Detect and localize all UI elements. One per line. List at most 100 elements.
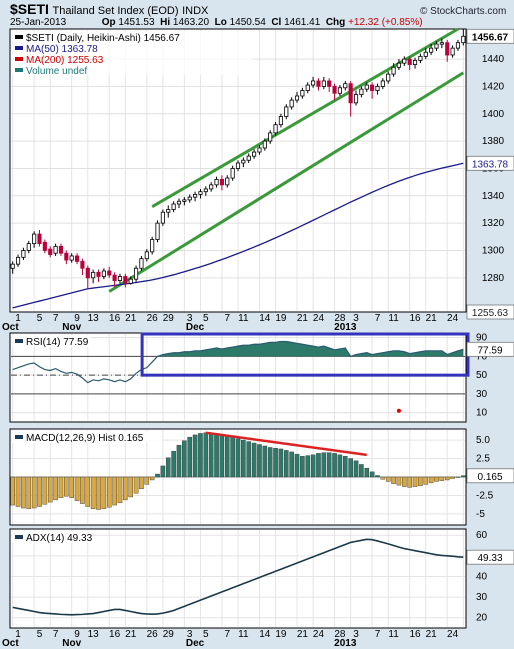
adx-label-swatch xyxy=(15,535,23,539)
ma200-value-box-bg xyxy=(466,304,514,320)
candle-body xyxy=(91,271,96,279)
candle-body xyxy=(327,80,332,87)
macd-hist-bar xyxy=(47,476,53,503)
bottom-axis-day-label: 13 xyxy=(88,629,100,640)
macd-hist-bar xyxy=(37,476,42,507)
open-value: 1451.53 xyxy=(118,17,155,28)
bottom-axis-month-label: 2013 xyxy=(334,638,357,649)
brand: © StockCharts.com xyxy=(420,6,507,17)
rsi-label-swatch xyxy=(15,339,23,343)
ma50-value-box-bg xyxy=(466,155,514,171)
bottom-axis-day-label: 19 xyxy=(275,629,287,640)
candle-body xyxy=(257,147,262,153)
candle-body xyxy=(284,106,289,117)
top-axis-day-label: 3 xyxy=(187,313,193,324)
macd-hist-bar xyxy=(310,454,316,478)
macd-ytick-label: 5.0 xyxy=(476,435,490,446)
trend-channel-line xyxy=(151,27,459,209)
top-axis-day-label: 24 xyxy=(447,313,459,324)
candle-body xyxy=(343,83,348,89)
price-ytick-label: 1400 xyxy=(482,109,505,120)
macd-hist-bar xyxy=(230,436,235,478)
legend-swatch xyxy=(15,57,23,61)
macd-hist-bar xyxy=(187,436,193,478)
bottom-axis-day-label: 9 xyxy=(74,629,80,640)
candle-body xyxy=(96,271,101,277)
macd-hist-bar xyxy=(139,476,144,490)
candle-body xyxy=(69,255,74,261)
macd-hist-bar xyxy=(455,476,461,478)
price-ytick-label: 1380 xyxy=(482,136,505,147)
candle-body xyxy=(209,184,214,190)
candle-body xyxy=(332,86,337,94)
candle-body xyxy=(359,88,364,96)
bottom-axis-day-label: 3 xyxy=(187,629,193,640)
candle-body xyxy=(64,252,69,261)
macd-hist-bar xyxy=(74,476,80,501)
macd-hist-bar xyxy=(267,447,273,478)
candle-body xyxy=(418,55,423,61)
macd-hist-bar xyxy=(117,476,123,504)
candle-body xyxy=(391,66,396,75)
candle-body xyxy=(412,60,418,65)
macd-hist-bar xyxy=(380,476,386,480)
candle-body xyxy=(321,80,326,87)
exchange: INDX xyxy=(182,5,209,17)
macd-hist-bar xyxy=(450,476,455,479)
macd-hist-bar xyxy=(428,476,434,484)
candle-body xyxy=(305,84,310,91)
macd-divergence-line xyxy=(205,431,367,457)
candle-body xyxy=(187,196,192,201)
top-axis-day-label: 9 xyxy=(74,313,80,324)
macd-hist-bar xyxy=(418,476,423,487)
top-axis-day-label: 16 xyxy=(109,313,121,324)
macd-hist-bar xyxy=(224,435,230,478)
rsi-ytick-label: 90 xyxy=(476,333,488,344)
low-value: 1450.54 xyxy=(229,17,266,28)
candle-body xyxy=(375,86,380,91)
macd-hist-bar xyxy=(316,453,321,478)
rsi-overbought-fill xyxy=(12,341,464,357)
candle-body xyxy=(402,58,407,64)
rsi-ytick-label: 70 xyxy=(476,351,488,362)
bottom-axis-day-label: 5 xyxy=(203,629,209,640)
high-value: 1463.20 xyxy=(172,17,210,28)
top-axis-day-label: 19 xyxy=(275,313,287,324)
price-ytick-label: 1420 xyxy=(482,81,505,92)
candle-body xyxy=(37,233,42,245)
candle-body xyxy=(85,267,90,279)
bottom-axis-month-label: Nov xyxy=(62,638,81,649)
adx-ytick-label: 30 xyxy=(476,592,488,603)
ma200-value-box: 1255.63 xyxy=(472,308,509,319)
top-axis-day-label: 7 xyxy=(224,313,230,324)
candle-body xyxy=(396,62,402,68)
candle-body xyxy=(48,248,53,255)
top-axis-month-label: Nov xyxy=(62,322,81,333)
candle-body xyxy=(439,42,444,45)
candle-body xyxy=(58,245,64,254)
macd-hist-bar xyxy=(396,476,402,486)
macd-hist-bar xyxy=(149,476,155,481)
macd-ytick-label: -2.5 xyxy=(476,490,494,501)
macd-hist-bar xyxy=(155,473,160,478)
bottom-axis-day-label: 21 xyxy=(426,629,438,640)
high-label: Hi xyxy=(160,17,171,28)
macd-label: MACD(12,26,9) Hist 0.165 xyxy=(26,433,144,444)
macd-hist-bar xyxy=(305,455,311,478)
candle-body xyxy=(139,258,144,269)
macd-hist-bar xyxy=(171,450,176,478)
candle-body xyxy=(166,209,171,213)
bottom-axis-day-label: 24 xyxy=(447,629,459,640)
macd-hist-bar xyxy=(434,476,439,482)
macd-hist-bar xyxy=(444,476,450,481)
macd-hist-bar xyxy=(160,465,166,478)
top-axis-day-label: 5 xyxy=(203,313,209,324)
adx-line xyxy=(12,538,464,616)
macd-hist-bar xyxy=(273,448,278,478)
candle-body xyxy=(160,211,165,224)
macd-hist-bar xyxy=(144,476,150,485)
candle-body xyxy=(235,162,241,169)
top-axis-day-label: 21 xyxy=(125,313,137,324)
open-label: Op xyxy=(101,17,116,28)
